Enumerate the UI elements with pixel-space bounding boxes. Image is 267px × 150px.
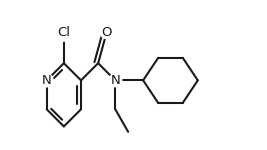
Circle shape xyxy=(100,26,113,39)
Text: N: N xyxy=(111,74,120,87)
Circle shape xyxy=(55,23,73,41)
Circle shape xyxy=(40,74,53,87)
Text: N: N xyxy=(42,74,52,87)
Text: O: O xyxy=(101,26,112,39)
Circle shape xyxy=(109,74,122,87)
Text: Cl: Cl xyxy=(57,26,70,39)
